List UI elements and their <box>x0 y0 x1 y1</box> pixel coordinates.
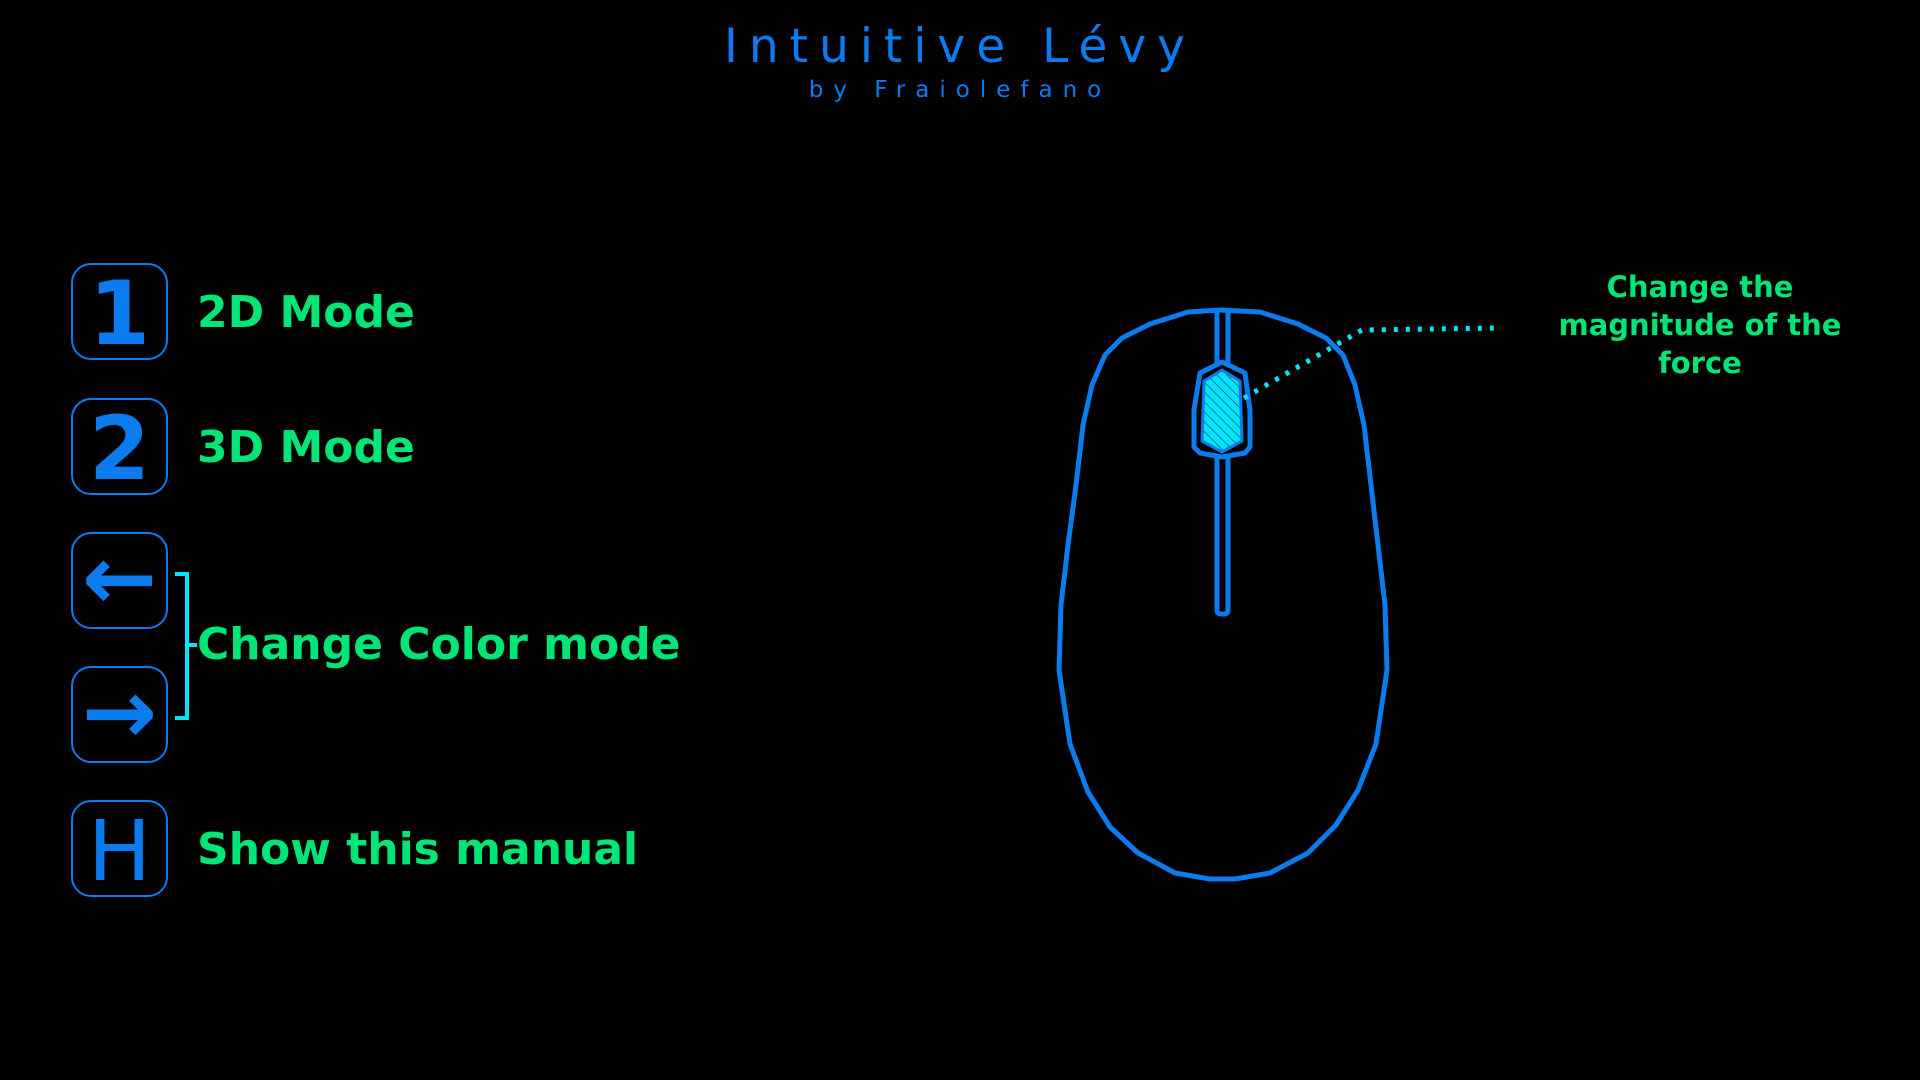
arrow-right-icon: → <box>81 659 158 765</box>
app-title: Intuitive Lévy <box>724 19 1196 74</box>
label-change-color-mode: Change Color mode <box>197 619 681 670</box>
key-arrow-left: ← <box>71 532 168 629</box>
scroll-wheel-icon <box>1200 368 1244 454</box>
annotation-line: magnitude of the <box>1558 308 1842 342</box>
digit-two-key-glyph: 2 <box>88 396 151 500</box>
annotation-line: force <box>1658 346 1742 380</box>
key-1: 1 <box>71 263 168 360</box>
letter-h-key-glyph: H <box>87 801 152 900</box>
label-show-manual: Show this manual <box>197 824 639 875</box>
label-3d-mode: 3D Mode <box>197 422 415 473</box>
key-2: 2 <box>71 398 168 495</box>
label-2d-mode: 2D Mode <box>197 287 415 338</box>
mouse-icon <box>1056 307 1390 882</box>
mouse-button-divider <box>1214 312 1231 617</box>
app-author: by Fraiolefano <box>808 77 1112 103</box>
digit-one-key-glyph: 1 <box>88 261 151 365</box>
callout-dotted-line <box>1242 325 1501 401</box>
annotation-line: Change the <box>1606 270 1794 304</box>
key-h: H <box>71 800 168 897</box>
key-arrow-right: → <box>71 666 168 763</box>
force-magnitude-annotation: Change the magnitude of the force <box>1520 268 1880 382</box>
bracket-connector <box>175 572 197 720</box>
arrow-left-icon: ← <box>81 525 158 631</box>
